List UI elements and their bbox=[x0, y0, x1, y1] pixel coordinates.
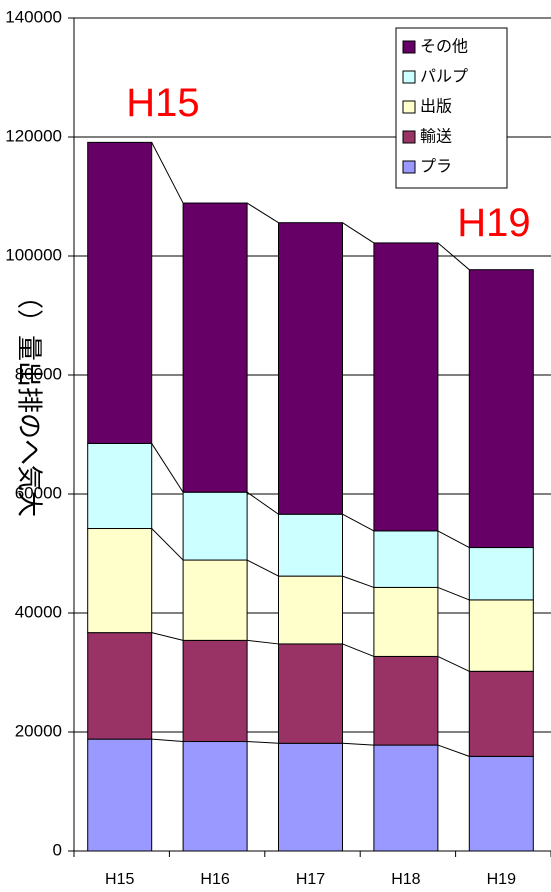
connector-line bbox=[437, 530, 470, 548]
connector-line bbox=[342, 742, 374, 746]
bar-segment-H15-0 bbox=[87, 738, 153, 852]
connector-line bbox=[151, 528, 184, 561]
legend-swatch bbox=[402, 100, 416, 114]
y-tick-label: 100000 bbox=[5, 245, 62, 264]
y-tick-label: 20000 bbox=[15, 721, 62, 740]
connector-line bbox=[151, 142, 184, 204]
bar-segment-H19-3 bbox=[468, 547, 534, 601]
bars bbox=[87, 141, 534, 852]
y-tick-label: 140000 bbox=[5, 7, 62, 26]
legend-label: プラ bbox=[420, 157, 452, 176]
connector-line bbox=[437, 586, 470, 601]
x-tick-label: H18 bbox=[391, 871, 420, 888]
bar-segment-H18-0 bbox=[373, 744, 439, 852]
y-axis-label: （）量出排のへ気大 bbox=[14, 283, 44, 517]
y-tick-label: 80000 bbox=[15, 364, 62, 383]
bar-segment-H16-3 bbox=[182, 491, 248, 561]
y-tick-labels: 0 20000 40000 60000 80000 100000 120000 140000 bbox=[5, 7, 62, 859]
bar-segment-H19-1 bbox=[468, 670, 534, 757]
bar-segment-H17-1 bbox=[278, 643, 343, 744]
annotation-label: H15 bbox=[126, 81, 199, 125]
bar-segment-H16-2 bbox=[182, 559, 248, 641]
connector-line bbox=[437, 744, 470, 757]
connector-line bbox=[246, 202, 279, 224]
legend-swatch bbox=[402, 130, 416, 144]
y-tick-label: 60000 bbox=[15, 483, 62, 502]
bar-segment-H19-2 bbox=[468, 599, 534, 672]
legend-swatch bbox=[402, 160, 416, 174]
y-tick-label: 120000 bbox=[5, 126, 62, 145]
annotations: H15 H19 bbox=[126, 81, 530, 245]
legend-swatch bbox=[402, 40, 416, 54]
bar-segment-H16-1 bbox=[182, 639, 248, 743]
annotation-label: H19 bbox=[457, 201, 530, 245]
x-tick-label: H19 bbox=[487, 871, 516, 888]
x-tick-label: H16 bbox=[200, 871, 229, 888]
connector-line bbox=[246, 491, 279, 515]
y-tick-label: 40000 bbox=[15, 602, 62, 621]
bar-segment-H16-4 bbox=[182, 202, 248, 493]
connector-line bbox=[342, 643, 375, 657]
legend-label: 輸送 bbox=[420, 127, 452, 146]
bar-segment-H15-4 bbox=[87, 141, 153, 444]
axes bbox=[73, 18, 551, 857]
bar-segment-H16-0 bbox=[182, 741, 248, 852]
connector-line bbox=[151, 443, 184, 493]
connector-line bbox=[342, 222, 375, 244]
bar-segment-H17-3 bbox=[278, 513, 343, 577]
bar-segment-H17-2 bbox=[278, 575, 343, 645]
connector-line bbox=[437, 655, 470, 672]
bar-segment-H18-2 bbox=[373, 586, 439, 657]
bar-segment-H18-3 bbox=[373, 530, 439, 588]
connector-line bbox=[246, 559, 279, 577]
connector-line bbox=[342, 575, 375, 588]
x-tick-label: H17 bbox=[296, 871, 325, 888]
bar-segment-H15-1 bbox=[87, 632, 153, 740]
connector-line bbox=[151, 632, 184, 641]
bar-segment-H15-2 bbox=[87, 528, 153, 634]
y-tick-label: 0 bbox=[53, 840, 62, 859]
x-tick-label: H15 bbox=[105, 871, 134, 888]
bar-segment-H18-4 bbox=[373, 242, 439, 532]
connector-line bbox=[342, 513, 375, 532]
series-connector-lines bbox=[151, 142, 470, 757]
bar-segment-H17-4 bbox=[278, 222, 343, 515]
bar-segment-H18-1 bbox=[373, 655, 439, 746]
connector-line bbox=[247, 741, 279, 744]
bar-segment-H17-0 bbox=[278, 742, 343, 852]
bar-segment-H15-3 bbox=[87, 442, 153, 530]
legend-label: その他 bbox=[420, 37, 468, 56]
bar-segment-H19-4 bbox=[468, 269, 534, 549]
legend-label: パルプ bbox=[420, 67, 468, 86]
connector-line bbox=[247, 639, 279, 645]
legend-swatch bbox=[402, 70, 416, 84]
bar-segment-H19-0 bbox=[468, 755, 534, 852]
legend-label: 出版 bbox=[420, 97, 452, 116]
x-tick-labels: H15 H16 H17 H18 H19 bbox=[105, 871, 516, 888]
connector-line bbox=[151, 738, 184, 743]
connector-line bbox=[437, 242, 470, 271]
